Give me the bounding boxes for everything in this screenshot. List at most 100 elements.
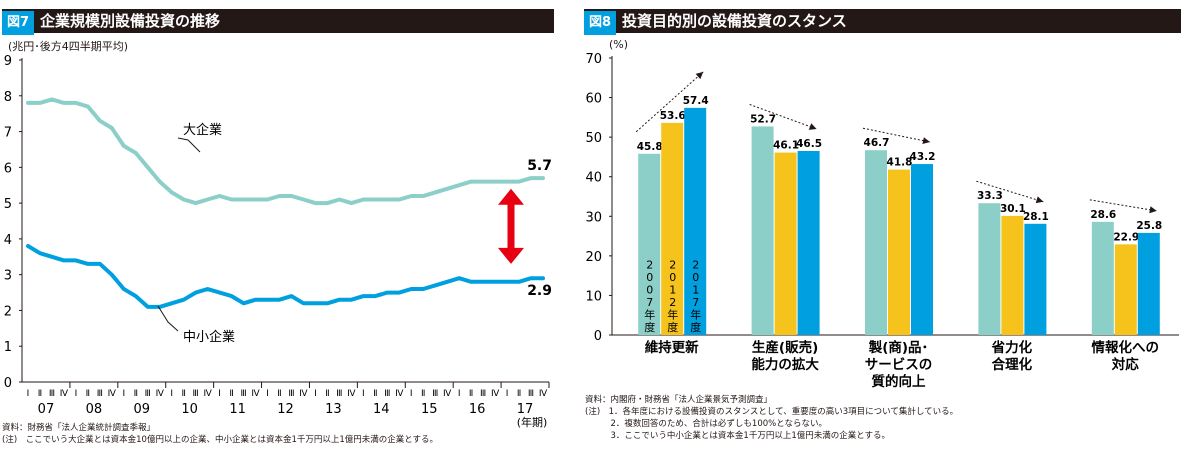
year-label: 11	[229, 402, 246, 417]
bar-value-label: 25.8	[1136, 220, 1162, 232]
gap-arrow-head-top	[498, 188, 524, 205]
series-vertical-label: 0	[669, 271, 676, 284]
right-figure-title: 投資目的別の設備投資のスタンス	[622, 12, 847, 30]
series-vertical-label: 0	[692, 271, 699, 284]
quarter-label: Ⅳ	[395, 389, 404, 399]
bar-chart: 01020304050607045.82007年度53.62012年度57.42…	[585, 52, 1179, 390]
year-label: 16	[469, 402, 486, 417]
series-vertical-label: 0	[646, 271, 653, 284]
bar	[978, 203, 1001, 335]
gap-arrow-head-bottom	[498, 247, 524, 264]
quarter-label: Ⅲ	[336, 389, 342, 399]
bar-value-label: 28.1	[1023, 211, 1049, 223]
bar-value-label: 41.8	[887, 157, 913, 169]
quarter-label: Ⅰ	[170, 389, 173, 399]
right-source: 資料：内閣府・財務省「法人企業景気予測調査」	[585, 395, 773, 405]
trend-arrow-head	[1149, 206, 1157, 214]
y-tick-label: 7	[4, 126, 12, 141]
year-label: 17	[517, 402, 534, 417]
bar-value-label: 53.6	[660, 110, 686, 122]
category-label: 対応	[1111, 356, 1139, 373]
bar	[797, 150, 820, 335]
quarter-label: Ⅰ	[75, 389, 78, 399]
bar-value-label: 46.5	[796, 138, 822, 150]
left-figure-number: 図7	[2, 11, 35, 35]
category-label: 質的向上	[872, 373, 926, 390]
quarter-label: Ⅰ	[266, 389, 269, 399]
bar-value-label: 52.7	[750, 113, 776, 125]
quarter-label: Ⅱ	[38, 389, 42, 399]
year-label: 12	[277, 402, 294, 417]
quarter-label: Ⅳ	[347, 389, 356, 399]
y-tick-label: 20	[585, 250, 602, 265]
left-figure-title: 企業規模別設備投資の推移	[40, 12, 221, 30]
y-tick-label: 50	[585, 131, 602, 146]
bar	[865, 150, 887, 335]
bar	[1137, 232, 1160, 335]
quarter-label: Ⅰ	[362, 389, 365, 399]
year-label: 07	[38, 402, 55, 417]
right-unit-label: (%)	[609, 38, 629, 51]
y-tick-label: 10	[585, 289, 602, 304]
quarter-label: Ⅱ	[229, 389, 233, 399]
quarter-label: Ⅳ	[299, 389, 308, 399]
series-vertical-label: 7	[692, 296, 699, 309]
right-title-bar: 図8 投資目的別の設備投資のスタンス	[584, 9, 1181, 35]
quarter-label: Ⅲ	[480, 389, 486, 399]
quarter-label: Ⅲ	[288, 389, 294, 399]
right-note-3: 3．ここでいう中小企業とは資本金1千万円以上1億円未満の企業とする。	[585, 431, 890, 441]
category-label: 合理化	[992, 356, 1033, 373]
series-vertical-label: 年	[667, 308, 678, 322]
bar	[1001, 215, 1024, 335]
quarter-label: Ⅰ	[122, 389, 125, 399]
left-source: 資料：財務省「法人企業統計調査季報」	[2, 423, 156, 433]
y-tick-label: 30	[585, 210, 602, 225]
year-label: 09	[133, 402, 150, 417]
quarter-label: Ⅳ	[443, 389, 452, 399]
quarter-label: Ⅳ	[108, 389, 117, 399]
left-title-bar: 図7 企業規模別設備投資の推移	[2, 9, 554, 35]
series-vertical-label: 1	[692, 284, 699, 297]
trend-arrow-head	[1035, 196, 1044, 204]
year-label: 08	[86, 402, 103, 417]
y-tick-label: 5	[4, 197, 12, 212]
y-tick-label: 8	[4, 90, 12, 105]
right-note-1: (注) 1．各年度における設備投資のスタンスとして、重要度の高い3項目について集…	[585, 407, 959, 417]
series-line-small	[26, 244, 545, 309]
y-tick-label: 2	[4, 304, 12, 319]
left-unit-label: (兆円･後方4四半期平均)	[8, 40, 129, 53]
series-vertical-label: 2	[692, 259, 699, 272]
quarter-label: Ⅳ	[539, 389, 548, 399]
quarter-label: Ⅱ	[469, 389, 473, 399]
y-tick-label: 40	[585, 171, 602, 186]
bar-value-label: 45.8	[637, 141, 663, 153]
right-note-2: 2．複数回答のため、合計は必ずしも100%とならない。	[585, 419, 827, 429]
y-tick-label: 9	[4, 54, 12, 69]
quarter-label: Ⅳ	[156, 389, 165, 399]
y-tick-label: 60	[585, 92, 602, 107]
quarter-label: Ⅱ	[373, 389, 377, 399]
quarter-label: Ⅱ	[325, 389, 329, 399]
series-label-small: 中小企業	[183, 329, 235, 345]
quarter-label: Ⅱ	[134, 389, 138, 399]
quarter-label: Ⅰ	[314, 389, 317, 399]
year-label: 14	[373, 402, 390, 417]
bar	[751, 126, 774, 335]
trend-arrow-head	[808, 123, 817, 130]
bar-value-label: 28.6	[1090, 209, 1116, 221]
series-vertical-label: 7	[646, 296, 653, 309]
quarter-label: Ⅰ	[410, 389, 413, 399]
bar	[888, 169, 910, 335]
year-label: 10	[181, 402, 198, 417]
bar	[1114, 244, 1137, 335]
trend-arrow-head	[695, 71, 704, 80]
series-vertical-label: 2	[646, 259, 653, 272]
trend-arrow-line	[862, 127, 931, 143]
right-figure: 図8 投資目的別の設備投資のスタンス (%) 0 10 20 30 40 50 60 70 45.…	[584, 0, 1181, 460]
category-label: 能力の拡大	[751, 356, 819, 373]
quarter-label: Ⅲ	[240, 389, 246, 399]
quarter-label: Ⅰ	[506, 389, 509, 399]
bar	[774, 152, 797, 335]
quarter-label: Ⅲ	[528, 389, 534, 399]
